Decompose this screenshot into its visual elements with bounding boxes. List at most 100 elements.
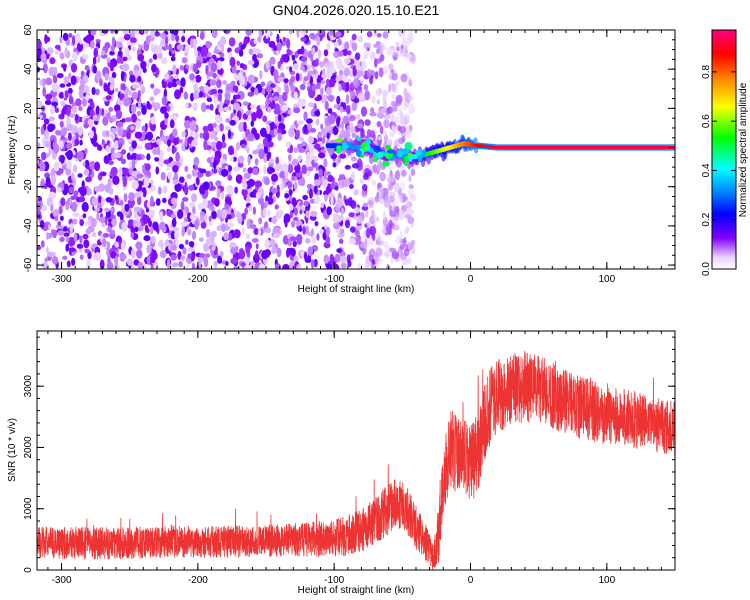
signal-blob — [335, 138, 343, 143]
noise-speck — [236, 60, 240, 66]
signal-blob — [382, 160, 390, 167]
noise-speck — [256, 144, 264, 150]
noise-speck — [270, 125, 274, 131]
noise-speck — [42, 137, 46, 148]
noise-speck — [150, 195, 154, 206]
noise-speck — [356, 158, 363, 167]
noise-speck — [95, 70, 102, 80]
noise-speck — [66, 142, 73, 150]
noise-speck — [254, 158, 259, 166]
noise-speck — [172, 262, 179, 267]
noise-speck — [132, 46, 136, 52]
noise-speck — [390, 174, 396, 183]
noise-speck — [295, 129, 300, 140]
noise-speck — [95, 88, 100, 96]
noise-speck — [154, 222, 159, 232]
noise-speck — [114, 152, 122, 159]
noise-speck — [69, 223, 74, 229]
noise-speck — [178, 243, 184, 250]
noise-speck — [125, 117, 133, 123]
noise-speck — [267, 209, 271, 218]
signal-blob — [341, 142, 349, 150]
noise-speck — [374, 71, 379, 80]
noise-speck — [174, 182, 182, 192]
noise-speck — [206, 97, 213, 103]
noise-speck — [345, 81, 350, 91]
noise-speck — [248, 48, 254, 55]
signal-blob — [360, 143, 367, 148]
colorbar-tick-label: 0.8 — [701, 65, 712, 79]
noise-speck — [207, 123, 214, 132]
noise-speck — [309, 127, 317, 133]
noise-speck — [343, 57, 351, 65]
noise-speck — [216, 63, 222, 68]
noise-speck — [98, 78, 103, 87]
noise-speck — [204, 253, 211, 258]
noise-speck — [122, 176, 128, 187]
noise-speck — [249, 224, 257, 229]
noise-speck — [128, 160, 132, 169]
noise-speck — [170, 192, 178, 200]
noise-speck — [256, 53, 264, 59]
noise-speck — [199, 211, 205, 217]
noise-speck — [300, 45, 305, 55]
noise-speck — [314, 156, 318, 164]
noise-speck — [37, 245, 42, 251]
noise-speck — [122, 63, 130, 72]
colorbar-tick-label: 0.2 — [701, 212, 712, 226]
noise-speck — [203, 85, 210, 94]
noise-speck — [265, 252, 270, 258]
noise-speck — [164, 112, 169, 119]
noise-speck — [271, 173, 278, 182]
noise-speck — [193, 156, 200, 167]
noise-speck — [91, 197, 98, 206]
noise-speck — [324, 193, 328, 202]
noise-speck — [42, 63, 48, 74]
noise-speck — [205, 104, 211, 110]
noise-speck — [215, 108, 219, 116]
snr-series-line — [37, 350, 675, 570]
noise-speck — [48, 66, 56, 77]
noise-speck — [145, 208, 150, 213]
y-tick-label: -40 — [23, 218, 34, 233]
noise-speck — [59, 35, 63, 44]
noise-speck — [300, 56, 308, 63]
noise-speck — [137, 75, 142, 83]
noise-speck — [198, 91, 204, 98]
noise-speck — [144, 224, 149, 232]
noise-speck — [270, 83, 276, 88]
noise-speck — [330, 30, 335, 36]
noise-speck — [186, 174, 192, 179]
signal-blob — [373, 155, 378, 163]
noise-speck — [244, 207, 249, 215]
noise-speck — [111, 133, 115, 141]
noise-speck — [343, 48, 348, 57]
noise-speck — [395, 41, 400, 47]
noise-speck — [109, 83, 114, 91]
noise-speck — [134, 30, 140, 36]
noise-speck — [301, 141, 307, 147]
noise-speck — [357, 262, 361, 269]
noise-speck — [156, 145, 161, 155]
noise-speck — [312, 69, 317, 75]
noise-speck — [384, 114, 391, 121]
noise-speck — [112, 175, 120, 185]
noise-speck — [150, 179, 154, 186]
noise-speck — [150, 226, 154, 235]
noise-speck — [271, 216, 278, 224]
noise-speck — [233, 166, 241, 172]
noise-speck — [263, 155, 267, 164]
noise-speck — [129, 74, 136, 83]
y-tick-label: 20 — [23, 102, 34, 114]
noise-speck — [81, 201, 89, 212]
noise-speck — [271, 246, 278, 255]
noise-speck — [64, 46, 68, 57]
noise-speck — [293, 216, 299, 222]
noise-speck — [41, 262, 49, 269]
noise-speck — [361, 184, 368, 192]
noise-speck — [350, 90, 356, 100]
noise-speck — [141, 105, 147, 115]
noise-speck — [202, 198, 209, 208]
noise-speck — [65, 243, 70, 252]
noise-speck — [258, 263, 266, 269]
